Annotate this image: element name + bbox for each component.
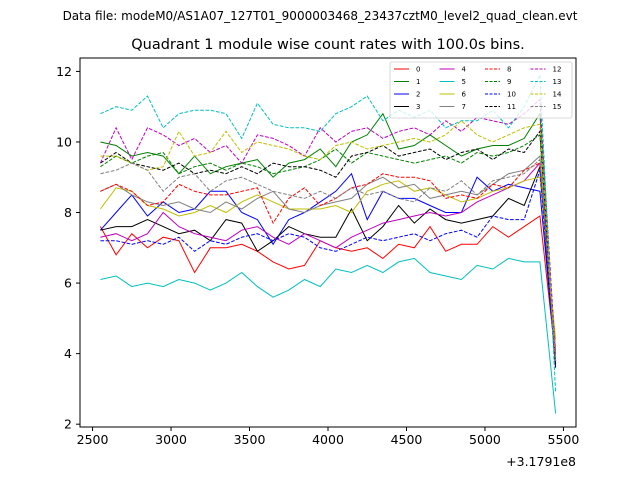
series-line-5 <box>100 257 557 414</box>
x-tick-label: 2500 <box>77 432 109 447</box>
series-line-11 <box>100 130 557 365</box>
legend-label-4: 4 <box>462 66 467 74</box>
y-tick-label: 4 <box>64 346 72 361</box>
legend-label-15: 15 <box>553 103 562 111</box>
series-line-14 <box>100 120 557 361</box>
legend-label-12: 12 <box>553 66 562 74</box>
figure-suptitle: Data file: modeM0/AS1A07_127T01_90000034… <box>63 9 578 23</box>
series-line-3 <box>100 166 557 368</box>
x-tick-label: 4000 <box>312 432 344 447</box>
series-line-10 <box>100 170 557 368</box>
series-line-8 <box>100 162 557 351</box>
legend-box <box>389 61 573 119</box>
y-tick-label: 2 <box>64 417 72 432</box>
x-tick-label: 5500 <box>548 432 580 447</box>
axes-layer: 2500 3000 3500 4000 4500 5000 550024681012+3.1… <box>56 57 580 469</box>
legend-label-5: 5 <box>462 78 466 86</box>
y-tick-label: 6 <box>64 276 72 291</box>
legend-label-8: 8 <box>507 66 511 74</box>
legend-label-1: 1 <box>416 78 420 86</box>
series-line-12 <box>99 98 557 358</box>
series-line-7 <box>100 155 557 358</box>
series-line-9 <box>100 134 557 361</box>
legend-label-6: 6 <box>462 91 467 99</box>
legend-label-10: 10 <box>507 91 516 99</box>
y-tick-label: 12 <box>56 64 72 79</box>
chart-title: Quadrant 1 module wise count rates with … <box>131 37 525 53</box>
x-tick-label: 5000 <box>469 432 501 447</box>
series-line-4 <box>100 161 557 354</box>
legend-label-9: 9 <box>507 78 511 86</box>
x-offset-label: +3.1791e8 <box>506 454 576 469</box>
legend-label-0: 0 <box>416 66 420 74</box>
y-tick-label: 10 <box>56 134 72 149</box>
series-line-15 <box>100 158 557 361</box>
series-line-1 <box>100 112 557 365</box>
y-tick-label: 8 <box>64 205 72 220</box>
x-tick-label: 3500 <box>234 432 266 447</box>
legend-label-11: 11 <box>507 103 516 111</box>
series-line-13 <box>100 72 557 393</box>
series-line-2 <box>100 172 557 361</box>
legend-label-2: 2 <box>416 91 420 99</box>
legend-label-7: 7 <box>462 103 466 111</box>
x-tick-label: 3000 <box>155 432 187 447</box>
series-line-6 <box>99 176 557 340</box>
legend-label-14: 14 <box>553 91 562 99</box>
legend-label-13: 13 <box>553 78 562 86</box>
series-layer <box>99 72 557 414</box>
legend-label-3: 3 <box>416 103 420 111</box>
x-tick-label: 4500 <box>391 432 423 447</box>
